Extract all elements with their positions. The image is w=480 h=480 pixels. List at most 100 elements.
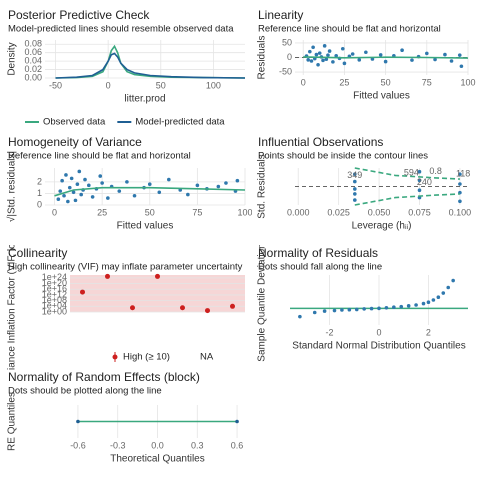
y-axis-label: Variance Inflation Factor (VIF, log-scal… xyxy=(7,202,18,385)
panel-title: Homogeneity of Variance xyxy=(8,135,142,149)
panel-subtitle: High collinearity (VIF) may inflate para… xyxy=(8,262,243,273)
point xyxy=(216,184,221,189)
x-tick-label: 25 xyxy=(97,207,107,217)
point xyxy=(308,49,312,54)
x-tick-label: 50 xyxy=(145,207,155,217)
series-line xyxy=(303,56,469,59)
panel: Collinearity High collinearity (VIF) may … xyxy=(7,202,245,385)
point xyxy=(332,308,337,313)
point xyxy=(353,192,357,196)
point xyxy=(410,58,414,62)
series-line xyxy=(54,186,246,197)
point xyxy=(342,61,347,66)
point xyxy=(105,273,110,279)
point xyxy=(353,198,357,202)
x-tick-label: 2 xyxy=(426,327,431,337)
x-tick-label: 75 xyxy=(192,207,202,217)
point xyxy=(433,57,437,62)
point xyxy=(71,190,76,195)
x-axis-label: Fitted values xyxy=(117,221,174,232)
point xyxy=(421,301,426,306)
point xyxy=(298,314,302,319)
point xyxy=(67,185,72,190)
point xyxy=(58,189,63,193)
point xyxy=(130,305,135,311)
annotation: 349 xyxy=(347,170,362,180)
point xyxy=(399,304,404,309)
y-tick-label: 1e+12 xyxy=(42,289,67,299)
point xyxy=(157,190,162,195)
point xyxy=(60,178,64,183)
point xyxy=(125,180,129,184)
x-tick-label: -2 xyxy=(326,327,334,337)
point xyxy=(353,187,357,191)
point xyxy=(79,192,83,197)
point xyxy=(186,192,190,197)
panel: Normality of Random Effects (block) Dots … xyxy=(7,370,244,464)
y-tick-label: 1e+00 xyxy=(42,306,67,316)
x-tick-label: 25 xyxy=(339,77,349,87)
point xyxy=(321,58,325,63)
point xyxy=(62,193,66,198)
point xyxy=(378,53,383,57)
point xyxy=(377,306,381,311)
point xyxy=(224,181,228,185)
x-tick-label: 0.100 xyxy=(449,207,472,217)
panel-title: Normality of Random Effects (block) xyxy=(8,370,200,384)
point xyxy=(195,183,200,188)
point xyxy=(446,285,451,290)
y-axis-label: Density xyxy=(7,42,18,75)
x-tick-label: 100 xyxy=(237,207,252,217)
x-tick-label: 0 xyxy=(52,207,57,217)
point xyxy=(309,59,314,63)
x-axis-label: Fitted values xyxy=(353,91,410,102)
point xyxy=(147,182,152,186)
panel: Normality of Residuals Dots should fall a… xyxy=(257,245,468,362)
annotation: 594 xyxy=(404,167,419,177)
point xyxy=(369,306,374,311)
point xyxy=(406,304,411,308)
point xyxy=(180,305,185,311)
legend-label: Model-predicted data xyxy=(135,117,225,128)
point xyxy=(316,62,320,67)
panel-title: Influential Observations xyxy=(258,135,383,149)
y-tick-label: 0.02 xyxy=(24,64,42,74)
x-tick-label: 0.0 xyxy=(151,440,164,450)
point xyxy=(77,169,82,174)
y-axis-label: Residuals xyxy=(257,36,268,80)
point xyxy=(230,303,235,309)
x-tick-label: 50 xyxy=(156,80,166,90)
y-tick-label: 1e+04 xyxy=(42,301,67,311)
point xyxy=(205,308,210,314)
panel-title: Posterior Predictive Check xyxy=(8,8,150,22)
annotation: 240 xyxy=(417,177,432,187)
point xyxy=(314,52,319,57)
point xyxy=(75,182,80,186)
point xyxy=(340,46,345,51)
series-line xyxy=(55,52,246,79)
point xyxy=(64,173,68,177)
y-tick-label: 1e+08 xyxy=(42,295,67,305)
annotation: 0.8 xyxy=(429,166,442,176)
point xyxy=(459,64,464,69)
point xyxy=(90,195,95,199)
y-tick-label: 0 xyxy=(37,199,42,209)
point xyxy=(362,307,366,311)
point xyxy=(117,189,122,193)
annotation: 118 xyxy=(456,169,470,179)
point xyxy=(426,300,431,305)
panel-subtitle: Points should be inside the contour line… xyxy=(258,151,428,162)
y-tick-label: 0.06 xyxy=(24,47,42,57)
point xyxy=(317,51,322,55)
legend-label: NA xyxy=(200,352,214,363)
point xyxy=(235,178,240,183)
point xyxy=(414,303,418,307)
point xyxy=(167,177,171,182)
series-line xyxy=(55,44,246,79)
point xyxy=(69,176,74,181)
panel: Linearity Reference line should be flat a… xyxy=(257,8,476,101)
y-tick-label: 1e+24 xyxy=(42,272,67,282)
point xyxy=(235,419,239,424)
point xyxy=(458,172,462,176)
